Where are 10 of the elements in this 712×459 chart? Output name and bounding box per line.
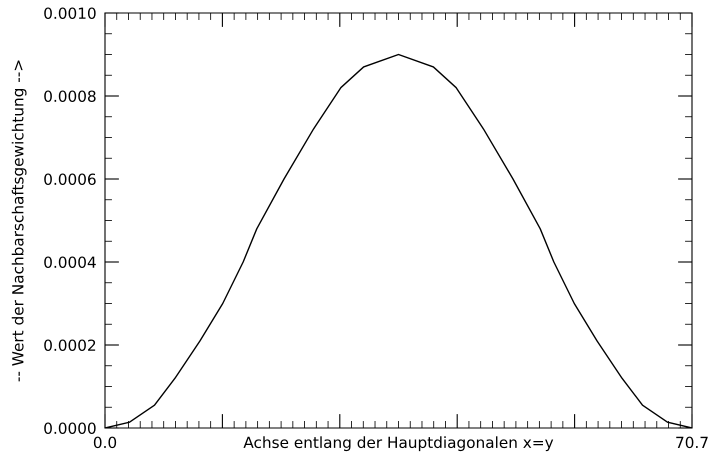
y-tick-label: 0.0002 [44,339,96,352]
y-tick-label: 0.0010 [44,7,96,20]
y-tick-label: 0.0004 [44,256,96,268]
x-tick-label: 0.0 [94,436,116,448]
y-tick-label: 0.0008 [44,90,96,102]
y-axis-title: -- Wert der Nachbarschaftsgewichtung --> [12,60,27,382]
x-tick-label: 70.7 [676,436,708,448]
x-axis-title: Achse entlang der Hauptdiagonalen x=y [243,436,554,452]
y-tick-label: 0.0006 [44,173,96,186]
y-tick-label: 0.0000 [44,422,96,434]
